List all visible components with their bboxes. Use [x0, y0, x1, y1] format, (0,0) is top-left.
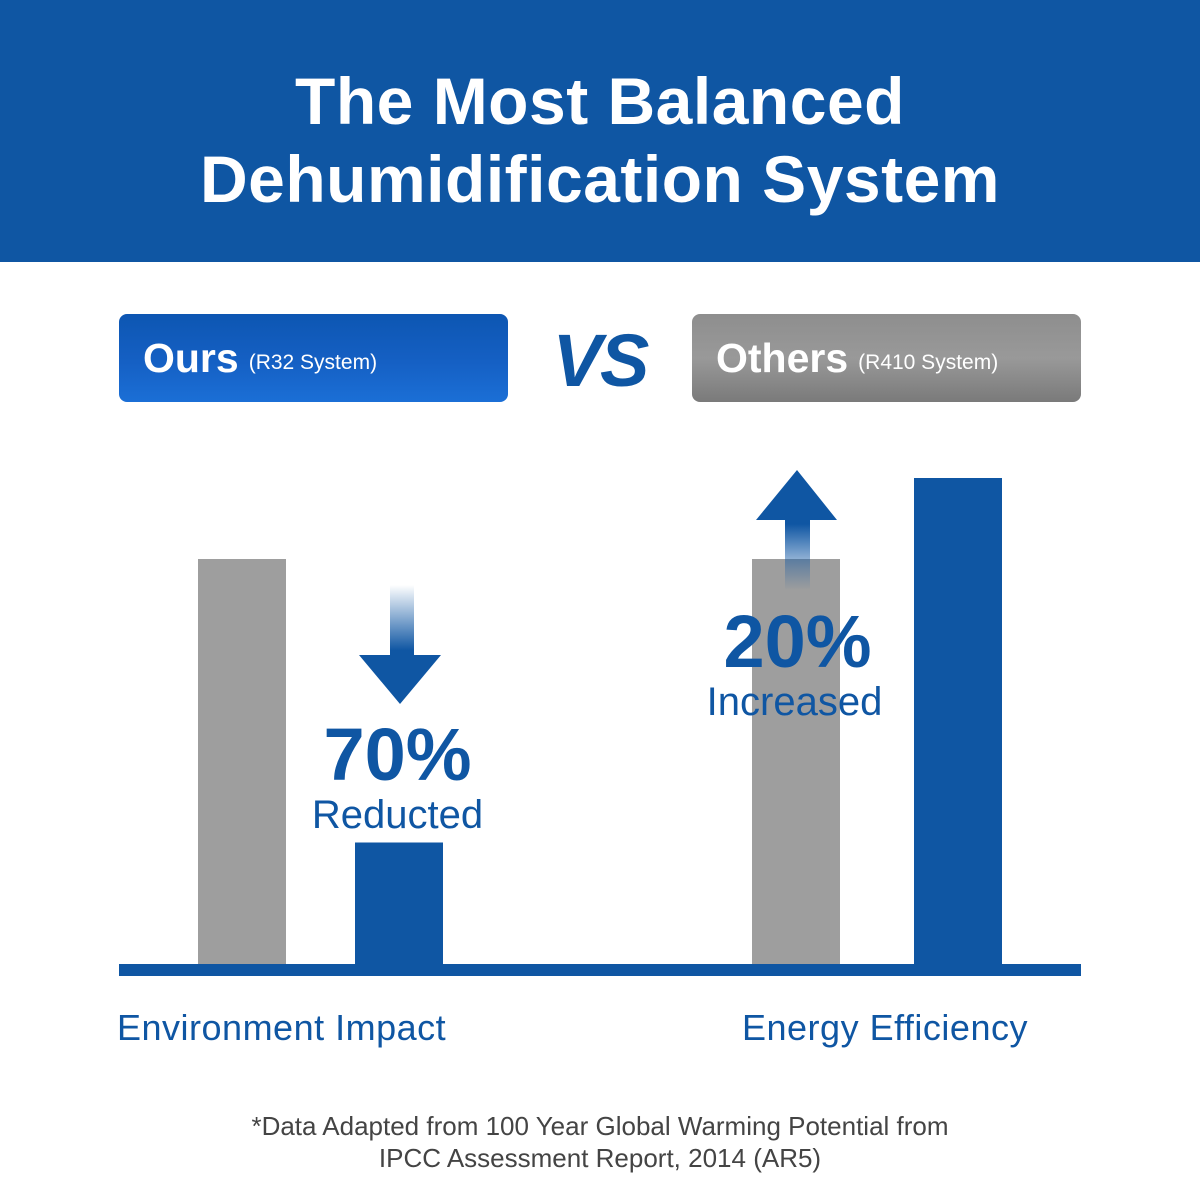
x-axis-baseline — [119, 964, 1081, 976]
legend-ours-name: Ours — [143, 334, 239, 381]
footnote-line-2: IPCC Assessment Report, 2014 (AR5) — [378, 1143, 822, 1173]
annotation-env-label: Reducted — [311, 793, 484, 837]
bar-ours-energy — [914, 478, 1002, 964]
legend-ours-sub: (R32 System) — [248, 351, 378, 374]
footnote: *Data Adapted from 100 Year Global Warmi… — [0, 1110, 1200, 1174]
arrow-down-icon — [359, 585, 441, 704]
page-title: The Most Balanced Dehumidification Syste… — [0, 62, 1200, 218]
annotation-energy-label: Increased — [706, 680, 883, 724]
bar-others-energy — [752, 559, 840, 964]
category-label-environment: Environment Impact — [117, 1007, 447, 1048]
category-label-energy: Energy Efficiency — [742, 1007, 1028, 1048]
annotation-energy-value: 20% — [723, 600, 872, 683]
arrow-up-icon — [756, 470, 837, 590]
legend-others: Others (R410 System) — [692, 314, 1081, 402]
title-line-2: Dehumidification System — [200, 142, 1000, 216]
title-line-1: The Most Balanced — [295, 64, 905, 138]
bar-ours-environment — [355, 842, 443, 964]
legend-ours: Ours (R32 System) — [119, 314, 508, 402]
annotation-env-value: 70% — [323, 713, 472, 796]
vs-label: VS — [552, 319, 650, 402]
bars-group — [198, 478, 1002, 964]
legend-others-sub: (R410 System) — [858, 351, 999, 374]
bar-others-environment — [198, 559, 286, 964]
header-banner: The Most Balanced Dehumidification Syste… — [0, 0, 1200, 262]
footnote-line-1: *Data Adapted from 100 Year Global Warmi… — [251, 1111, 949, 1141]
legend-others-name: Others — [716, 334, 849, 381]
